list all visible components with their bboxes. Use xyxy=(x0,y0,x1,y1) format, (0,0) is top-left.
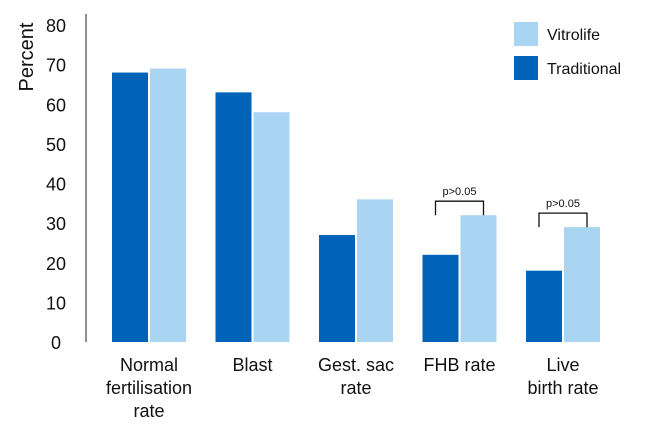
category-label: Blast xyxy=(232,355,272,375)
y-tick-label: 10 xyxy=(46,293,66,313)
significance-label: p>0.05 xyxy=(443,186,477,198)
significance-label: p>0.05 xyxy=(546,198,580,210)
y-axis: 0 10 20 30 40 50 60 70 80 xyxy=(46,14,87,353)
bar-vitrolife-1 xyxy=(253,112,290,342)
y-tick-label: 60 xyxy=(46,95,66,115)
category-label: Live xyxy=(546,355,579,375)
bar-traditional-3 xyxy=(422,254,459,342)
bars xyxy=(112,68,600,343)
category-labels: Normal fertilisation rate Blast Gest. sac rat… xyxy=(106,355,599,421)
y-tick-label: 20 xyxy=(46,254,66,274)
category-label: Normal xyxy=(120,355,178,375)
y-tick-label: 40 xyxy=(46,175,66,195)
significance-annotations: p>0.05 p>0.05 xyxy=(434,186,588,228)
category-label: rate xyxy=(133,401,164,421)
y-tick-label: 50 xyxy=(46,135,66,155)
significance-bracket xyxy=(434,200,485,216)
category-label: birth rate xyxy=(527,378,598,398)
bar-vitrolife-2 xyxy=(357,199,393,342)
legend-label-traditional: Traditional xyxy=(547,61,621,78)
bar-traditional-1 xyxy=(215,92,252,342)
bar-traditional-2 xyxy=(319,235,355,342)
category-label: FHB rate xyxy=(423,355,495,375)
legend-swatch-vitrolife xyxy=(514,22,538,46)
legend: Vitrolife Traditional xyxy=(514,22,621,80)
bar-vitrolife-0 xyxy=(150,68,186,343)
significance-bracket xyxy=(538,212,588,228)
y-axis-title: Percent xyxy=(16,22,38,91)
bar-traditional-4 xyxy=(526,270,562,342)
bar-traditional-0 xyxy=(112,72,148,343)
bar-vitrolife-3 xyxy=(460,215,497,342)
legend-label-vitrolife: Vitrolife xyxy=(547,27,600,44)
y-tick-label: 0 xyxy=(51,333,61,353)
y-tick-label: 30 xyxy=(46,214,66,234)
category-label: Gest. sac xyxy=(318,355,394,375)
category-label: fertilisation xyxy=(106,378,192,398)
category-label: rate xyxy=(340,378,371,398)
y-tick-label: 80 xyxy=(46,16,66,36)
legend-swatch-traditional xyxy=(514,56,538,80)
bar-vitrolife-4 xyxy=(564,227,600,342)
y-tick-label: 70 xyxy=(46,56,66,76)
